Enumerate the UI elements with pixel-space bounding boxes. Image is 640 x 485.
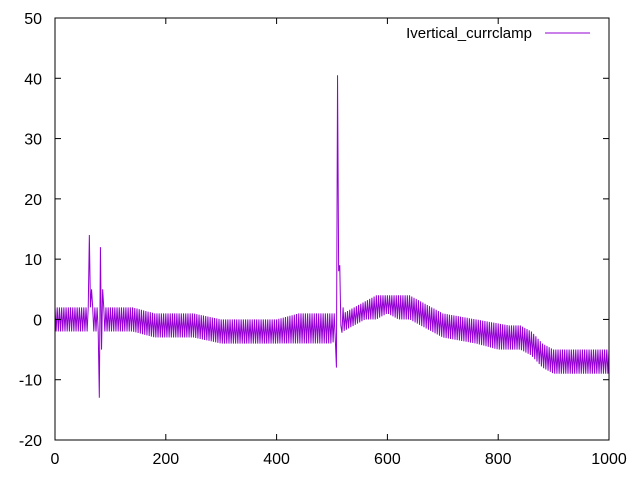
x-tick-label: 1000 (591, 451, 627, 468)
axis-layer: 0 200 400 600 800 1000 -20 -10 0 10 20 30 40 50 (19, 11, 627, 468)
y-tick-label: 10 (24, 252, 42, 269)
x-tick-label: 0 (51, 451, 60, 468)
y-tick-label: -10 (19, 373, 42, 390)
y-tick-label: 0 (33, 312, 42, 329)
series-line (54, 75, 610, 398)
x-tick-label: 200 (152, 451, 179, 468)
y-tick-label: -20 (19, 433, 42, 450)
legend: Ivertical_currclamp (406, 25, 590, 42)
series-layer (54, 75, 610, 398)
y-tick-label: 40 (24, 71, 42, 88)
x-tick-label: 400 (263, 451, 290, 468)
x-tick-label: 800 (485, 451, 512, 468)
y-tick-label: 50 (24, 11, 42, 28)
y-tick-label: 20 (24, 192, 42, 209)
legend-label: Ivertical_currclamp (406, 25, 532, 42)
plot-frame (54, 17, 610, 441)
y-tick-label: 30 (24, 132, 42, 149)
x-tick-label: 600 (374, 451, 401, 468)
